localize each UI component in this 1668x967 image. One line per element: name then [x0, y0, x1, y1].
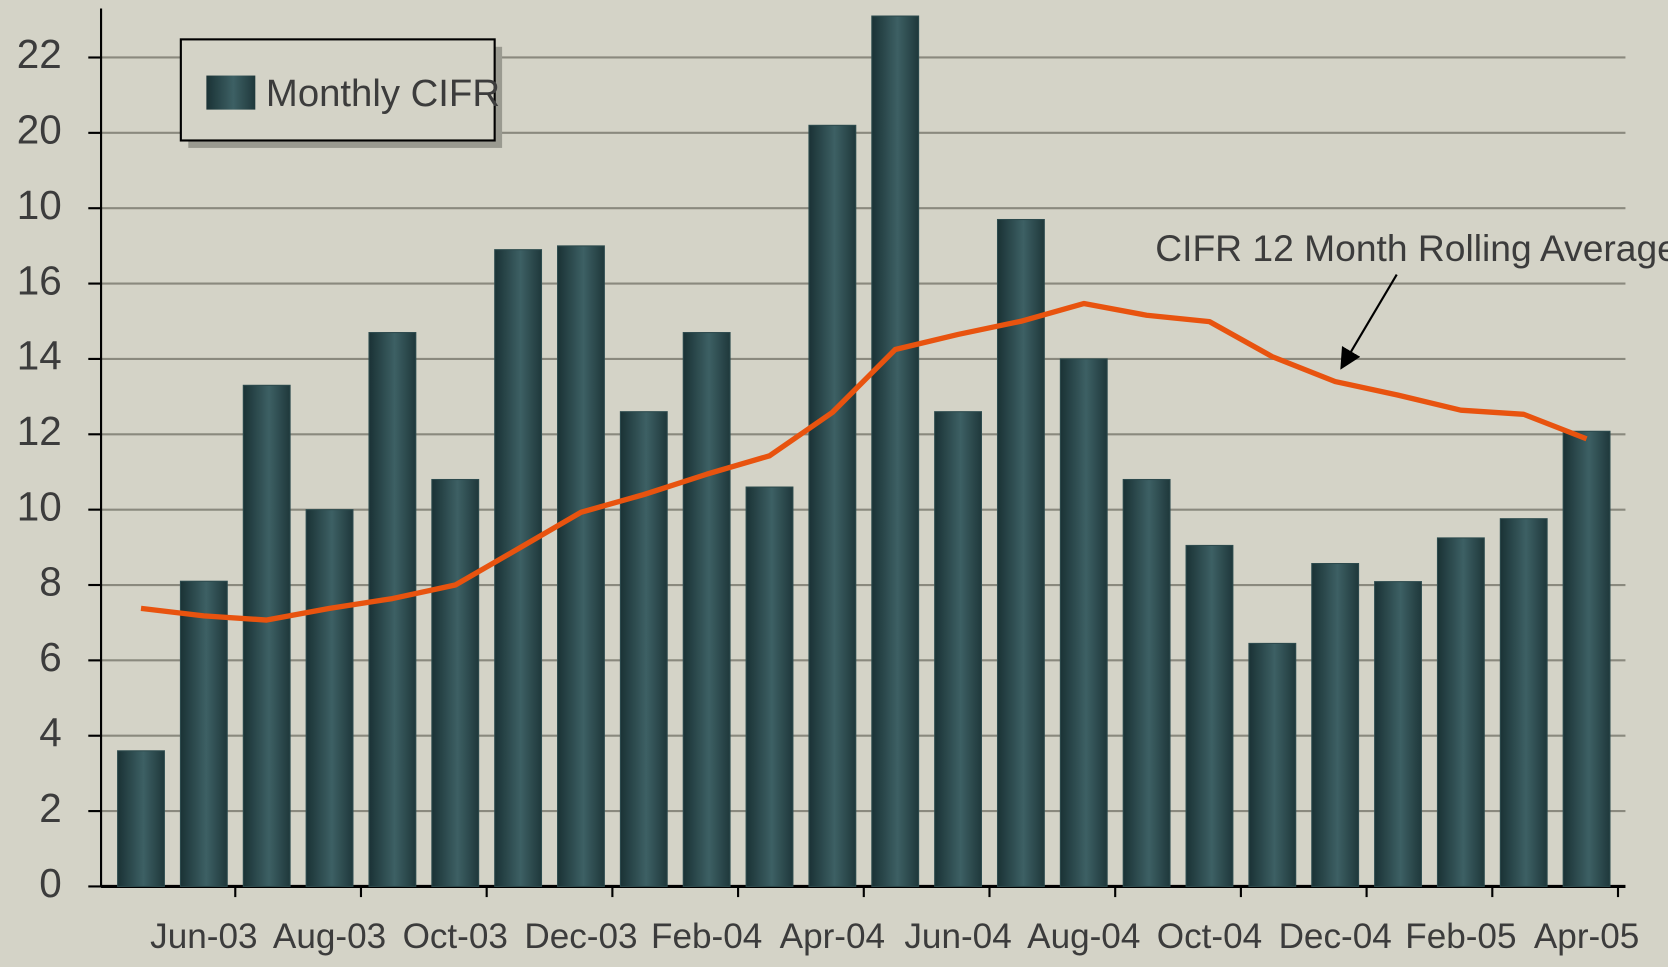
x-tick-label: Jun-03 — [150, 917, 257, 956]
x-tick-label: Apr-04 — [780, 917, 885, 956]
bar — [1499, 518, 1548, 887]
bar — [1248, 642, 1297, 887]
bar — [179, 580, 228, 887]
y-tick-label: 10 — [17, 182, 62, 228]
bar — [808, 124, 857, 887]
y-tick-label: 22 — [17, 31, 62, 77]
x-tick-label: Feb-05 — [1405, 917, 1516, 956]
bar — [1436, 537, 1485, 887]
y-tick-label: 0 — [39, 860, 61, 906]
bar — [1311, 562, 1360, 887]
y-tick-label: 14 — [17, 333, 62, 379]
bar — [934, 411, 982, 887]
x-tick-label: Feb-04 — [651, 917, 762, 956]
y-tick-label: 12 — [17, 408, 62, 454]
bar — [1562, 430, 1611, 887]
y-tick-label: 2 — [39, 785, 61, 831]
bar — [619, 411, 668, 887]
y-tick-label: 10 — [17, 483, 62, 529]
annotation-arrow — [1340, 274, 1398, 370]
bar — [871, 15, 920, 887]
y-tick-label: 16 — [17, 257, 62, 303]
x-tick-label: Aug-03 — [273, 917, 386, 956]
bar — [1374, 581, 1422, 887]
bar — [494, 249, 543, 887]
y-tick-label: 4 — [39, 709, 61, 755]
x-tick-label: Oct-04 — [1157, 917, 1262, 956]
x-tick-label: Dec-03 — [524, 917, 637, 956]
x-tick-label: Jun-04 — [904, 917, 1011, 956]
y-tick-label: 8 — [39, 559, 61, 605]
x-tick-label: Oct-03 — [403, 917, 508, 956]
legend-swatch — [206, 75, 256, 110]
x-tick-label: Aug-04 — [1027, 917, 1140, 956]
bar — [1122, 478, 1171, 887]
bar — [996, 218, 1045, 887]
bar — [368, 332, 417, 887]
legend-label: Monthly CIFR — [266, 72, 500, 115]
bar — [305, 509, 354, 887]
bar — [1185, 544, 1234, 887]
line-annotation: CIFR 12 Month Rolling Average — [1155, 227, 1668, 269]
y-tick-label: 6 — [39, 634, 61, 680]
bar — [1059, 358, 1108, 887]
bar — [745, 486, 794, 887]
bar — [242, 384, 291, 887]
bar — [682, 332, 731, 887]
y-tick-label: 20 — [17, 107, 62, 153]
rolling-average-line — [140, 300, 1588, 623]
x-tick-label: Dec-04 — [1279, 917, 1392, 956]
bar — [431, 478, 480, 887]
x-tick-label: Apr-05 — [1534, 917, 1639, 956]
bar — [117, 750, 165, 887]
bar — [557, 245, 605, 887]
